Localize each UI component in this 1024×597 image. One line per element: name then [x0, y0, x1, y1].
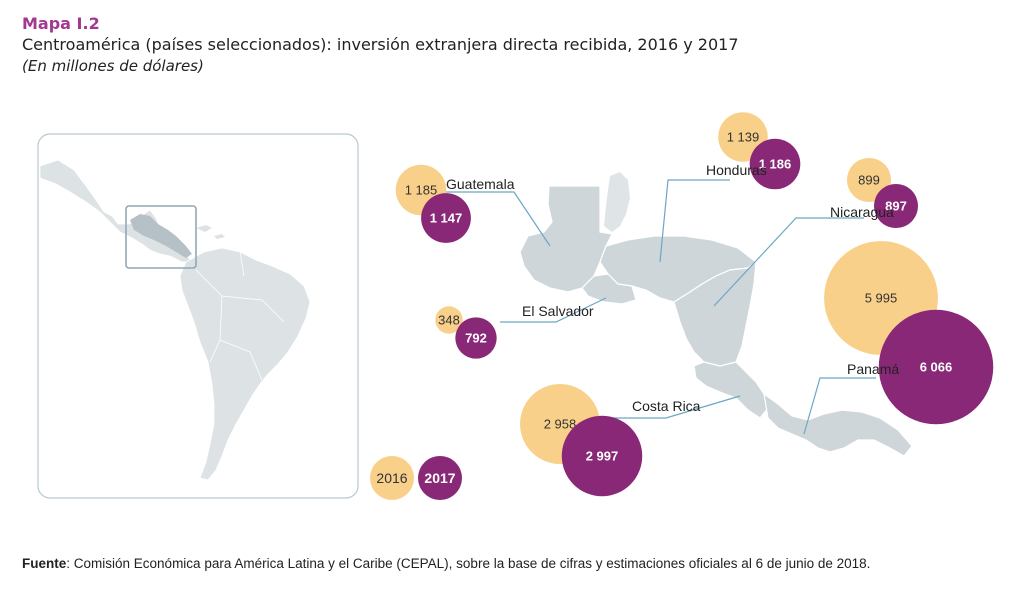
value-label-2016-honduras: 1 139: [727, 130, 760, 145]
map-title: Centroamérica (países seleccionados): in…: [22, 35, 739, 54]
bubble-2017-panama: [878, 309, 994, 425]
legend: 2016 2017: [370, 456, 462, 500]
source-text: : Comisión Económica para América Latina…: [66, 556, 871, 571]
country-shape-costa-rica: [693, 361, 769, 419]
bubble-2017-nicaragua: [873, 183, 919, 229]
country-label-guatemala: Guatemala: [446, 176, 515, 192]
value-label-2016-costa-rica: 2 958: [544, 417, 577, 432]
leader-line-costa-rica: [602, 395, 741, 419]
map-label: Mapa I.2: [22, 14, 100, 33]
country-label-nicaragua: Nicaragua: [830, 204, 894, 220]
legend-bubble-2016: [370, 456, 414, 500]
legend-bubble-2017: [418, 456, 462, 500]
value-label-2017-nicaragua: 897: [885, 199, 907, 214]
country-label-honduras: Honduras: [706, 162, 767, 178]
value-label-2017-el-salvador: 792: [465, 331, 487, 346]
country-label-costa-rica: Costa Rica: [632, 398, 701, 414]
value-label-2017-panama: 6 066: [920, 360, 953, 375]
inset-central-america: [130, 214, 192, 258]
leader-line-honduras: [659, 179, 730, 263]
leader-line-guatemala: [442, 191, 551, 247]
mexico-yucatan-shape: [604, 172, 630, 232]
country-shape-panama: [763, 392, 913, 457]
bubble-2016-el-salvador: [435, 306, 463, 334]
map-subtitle: (En millones de dólares): [22, 57, 204, 75]
source-note: Fuente: Comisión Económica para América …: [22, 556, 870, 571]
value-label-2016-el-salvador: 348: [438, 313, 460, 328]
legend-label-2016: 2016: [376, 470, 407, 486]
inset-map: [37, 133, 359, 499]
bubble-2017-honduras: [749, 138, 801, 190]
bubble-2017-el-salvador: [455, 317, 497, 359]
inset-south-america: [179, 247, 311, 481]
header: Mapa I.2 Centroamérica (países seleccion…: [22, 14, 1002, 76]
leader-lines: [442, 179, 876, 435]
value-label-2017-costa-rica: 2 997: [586, 449, 619, 464]
bubble-2017-guatemala: [421, 193, 471, 243]
inset-borders: [195, 251, 285, 381]
legend-label-2017: 2017: [424, 470, 455, 486]
country-labels-layer: Guatemala Honduras Nicaragua El Salvador Pan…: [446, 162, 899, 414]
central-america-map: [519, 172, 913, 457]
source-label: Fuente: [22, 556, 67, 571]
value-label-2016-nicaragua: 899: [858, 173, 880, 188]
inset-highlight-box: [125, 205, 197, 269]
leader-line-nicaragua: [713, 217, 864, 307]
bubble-2017-costa-rica: [561, 415, 643, 497]
value-label-2017-guatemala: 1 147: [430, 211, 463, 226]
value-label-2017-honduras: 1 186: [759, 157, 792, 172]
country-label-el-salvador: El Salvador: [522, 303, 594, 319]
country-label-panama: Panamá: [847, 361, 899, 377]
country-shape-el-salvador: [581, 273, 637, 305]
inset-caribbean: [196, 225, 225, 239]
country-shape-guatemala: [519, 185, 613, 293]
value-label-2016-guatemala: 1 185: [405, 183, 438, 198]
leader-line-panama: [803, 377, 876, 435]
leader-line-el-salvador: [500, 297, 607, 323]
value-label-2016-panama: 5 995: [865, 291, 898, 306]
country-shape-nicaragua: [673, 260, 757, 367]
bubbles-layer: 1 185 1 147 1 139 1 186 899 897 348 792 5 995 6 0…: [395, 112, 994, 497]
